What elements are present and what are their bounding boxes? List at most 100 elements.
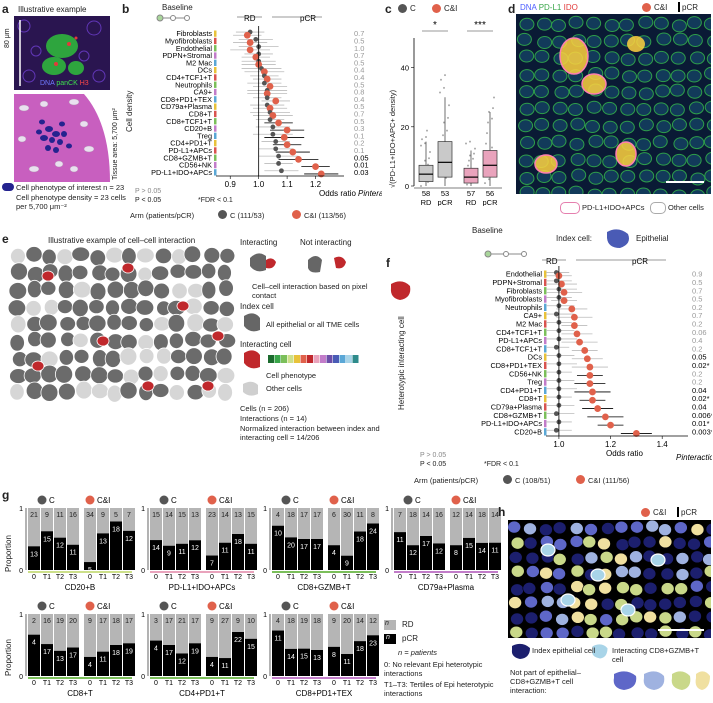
g-bar-rd-label: 18 (287, 618, 295, 625)
e-index-cell (106, 280, 125, 299)
h-cell (601, 522, 615, 535)
g-bar-pcr-label: 17 (422, 541, 430, 548)
d-cell (567, 102, 583, 116)
g-bar-pcr-label: 11 (69, 550, 76, 557)
g-bar-pcr (28, 634, 40, 676)
f-point-ci (571, 313, 578, 321)
d-cell (602, 101, 618, 115)
g-bar-pcr (245, 638, 257, 676)
d-cell (687, 34, 703, 48)
b-row-label: CD8+T (189, 109, 213, 118)
f-p-value: 0.05 (692, 353, 707, 362)
g-bar-pcr (206, 656, 218, 676)
d-legend-other-shape (650, 202, 666, 214)
d-cell (690, 51, 706, 65)
g-bar-rd (285, 614, 297, 649)
g-bar-rd-label: 14 (221, 512, 229, 519)
c-point (447, 116, 449, 119)
e-index-cell (58, 349, 74, 366)
g-legend-rd-n: n (385, 620, 389, 627)
c-group-label: pCR (482, 198, 498, 206)
e-interacting-cell (211, 330, 225, 342)
d-cell (705, 151, 711, 165)
h-cell (571, 611, 585, 624)
g-bar-rd (41, 508, 53, 532)
b-point-c (253, 36, 259, 42)
f-row-label: CA9+ (524, 311, 542, 320)
h-cell (510, 583, 524, 597)
a-stain-h3: H3 (79, 80, 89, 87)
h-cell (540, 581, 554, 594)
e-index-cell (25, 381, 44, 400)
d-cell (537, 136, 553, 150)
f-row-swatch (544, 419, 547, 428)
d-cell (602, 155, 618, 169)
g-bar-rd (298, 508, 310, 539)
g-arm-ci-dot (85, 495, 95, 505)
e-other-cell (72, 280, 92, 299)
g-bar-rd (433, 508, 445, 544)
f-arm-c-dot (503, 475, 512, 484)
e-index-cell (170, 348, 187, 365)
b-row-swatch (214, 45, 217, 52)
g-bar-pcr (328, 646, 340, 676)
g-x-tick-label: T3 (369, 574, 377, 581)
b-point-c (264, 95, 270, 101)
g-bar-rd (245, 614, 257, 639)
h-cell (522, 582, 537, 595)
c-point (467, 164, 469, 167)
e-not-interacting: Not interacting (300, 238, 352, 247)
h-cell (627, 535, 642, 549)
d-cell (622, 70, 638, 84)
g-bar-rd-label: 18 (313, 618, 321, 625)
g-arm-c-dot (37, 495, 47, 505)
e-contact: Cell–cell interaction based on pixel con… (252, 282, 368, 300)
e-other: Other cells (266, 384, 302, 393)
f-row-label: CD8+PD1+TEX (490, 361, 542, 370)
e-index-cell (120, 297, 138, 315)
g-bar-rd-label: 9 (236, 618, 240, 625)
g-x-tick-label: T1 (465, 574, 473, 581)
g-arm-c-dot (281, 495, 291, 505)
g-x-tick-label: 0 (88, 574, 92, 581)
b-p-value: 0.7 (354, 109, 364, 118)
c-n-label: 53 (441, 189, 449, 198)
h-cell (509, 625, 524, 638)
c-n-label: 56 (486, 189, 494, 198)
h-cell (658, 597, 673, 611)
e-index-cell (137, 365, 154, 382)
e-index-cell (137, 279, 155, 298)
b-row-swatch (214, 59, 217, 66)
f-point-ci (560, 297, 568, 305)
h-pcr-bar (677, 507, 679, 517)
d-cell (655, 69, 671, 83)
b-p-value: 0.5 (354, 102, 364, 111)
e-index-cell (8, 299, 27, 317)
g-x-tick-label: 0 (32, 574, 36, 581)
g-bar-pcr (219, 542, 231, 570)
b-p-value: 0.01 (354, 161, 369, 170)
g-x-tick-label: 0 (398, 574, 402, 581)
d-cell (603, 169, 619, 183)
d-cell (620, 187, 636, 194)
g-arm-c: C (293, 496, 299, 505)
e-index-cell (135, 299, 155, 316)
e-index-cell (185, 347, 203, 365)
g-x-tick-label: T3 (369, 680, 377, 687)
g-y-tick-label: 0 (263, 674, 267, 681)
e-index-cell (57, 280, 75, 299)
d-cell (570, 117, 586, 131)
g-subplot: C C&I0121130915T11112T21611T33450913T1518… (19, 495, 135, 592)
e-phenotype-swatch (281, 355, 287, 363)
g-x-tick-label: T2 (178, 680, 186, 687)
a-density: Cell phenotype density = 23 cells per 5,… (16, 193, 126, 211)
e-all-cells: All epithelial or all TME cells (266, 320, 360, 329)
g-bar-pcr-label: 4 (88, 662, 92, 669)
d-cell (706, 185, 711, 194)
f-row-swatch (544, 403, 547, 411)
e-index-cell (9, 334, 25, 352)
e-index-cell (27, 279, 43, 299)
e-other-cell (56, 248, 74, 266)
h-cell (612, 627, 626, 638)
g-bar-pcr (463, 537, 475, 570)
